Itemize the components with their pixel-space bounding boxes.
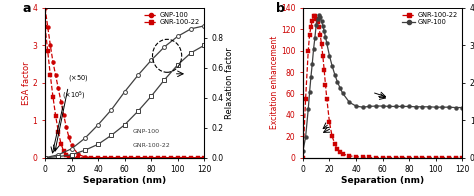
Text: a: a	[23, 2, 31, 15]
Legend: GNR-100-22, GNP-100: GNR-100-22, GNP-100	[401, 11, 459, 25]
Y-axis label: ESA factor: ESA factor	[22, 61, 31, 105]
Y-axis label: Relaxation factor: Relaxation factor	[226, 47, 234, 119]
Text: GNR-100-22: GNR-100-22	[133, 143, 170, 148]
Text: GNP-100: GNP-100	[133, 129, 160, 134]
Text: b: b	[276, 2, 285, 15]
X-axis label: Separation (nm): Separation (nm)	[83, 176, 166, 185]
Y-axis label: Excitation enhancement: Excitation enhancement	[270, 36, 279, 130]
Text: ($\times$50): ($\times$50)	[68, 73, 88, 83]
Legend: GNP-100, GNR-100-22: GNP-100, GNR-100-22	[143, 11, 201, 25]
Text: ($\times$10$^5$): ($\times$10$^5$)	[62, 90, 86, 102]
X-axis label: Separation (nm): Separation (nm)	[341, 176, 424, 185]
